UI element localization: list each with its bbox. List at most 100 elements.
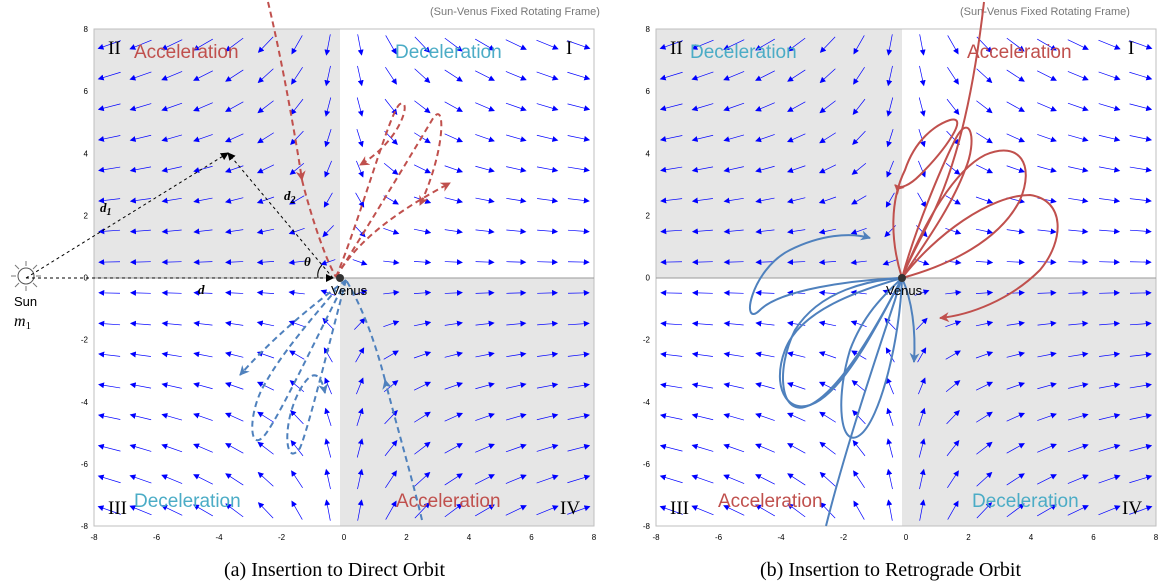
field-arrow <box>850 320 867 328</box>
field-arrow <box>1129 351 1152 358</box>
field-arrow <box>536 71 559 81</box>
field-arrow <box>723 382 744 389</box>
field-arrow <box>291 500 303 520</box>
x-tick-label: 8 <box>592 533 597 542</box>
field-arrow <box>787 443 806 454</box>
sun-icon <box>11 261 41 291</box>
field-arrow <box>1006 259 1025 266</box>
field-arrow <box>1037 504 1057 517</box>
field-arrow <box>660 197 683 204</box>
field-arrow <box>357 468 364 490</box>
x-tick-label: -6 <box>153 533 161 542</box>
field-arrow <box>946 409 960 425</box>
field-arrow <box>505 71 527 81</box>
field-arrow <box>1068 320 1089 327</box>
field-arrow <box>976 471 993 487</box>
field-arrow <box>1037 412 1057 421</box>
field-arrow <box>918 438 926 458</box>
field-arrow <box>976 502 993 519</box>
x-tick-label: 2 <box>404 533 409 542</box>
x-tick-label: 4 <box>1029 533 1034 542</box>
field-arrow <box>886 97 894 117</box>
field-arrow <box>193 382 213 390</box>
field-arrow <box>444 351 464 358</box>
field-arrow <box>536 166 559 173</box>
field-arrow <box>1129 135 1153 142</box>
field-arrow <box>947 67 959 85</box>
field-arrow <box>413 289 432 296</box>
field-arrow <box>97 505 121 515</box>
field-arrow <box>819 100 836 114</box>
field-arrow <box>850 227 867 235</box>
field-arrow <box>755 259 775 266</box>
theta-arc <box>317 264 323 279</box>
vector-field <box>659 34 1153 521</box>
field-arrow <box>97 413 121 420</box>
field-arrow <box>919 499 926 521</box>
field-arrow <box>1099 289 1121 296</box>
field-arrow <box>129 228 151 235</box>
field-arrow <box>1129 166 1152 173</box>
field-arrow <box>853 35 865 55</box>
field-arrow <box>129 382 152 389</box>
field-arrow <box>129 474 152 484</box>
field-arrow <box>444 320 463 327</box>
field-arrow <box>723 320 744 327</box>
field-arrow <box>129 443 152 452</box>
field-arrow <box>755 443 775 453</box>
field-arrow <box>885 347 895 363</box>
field-arrow <box>852 130 866 146</box>
field-arrow <box>161 443 183 453</box>
field-arrow <box>755 197 775 204</box>
field-arrow <box>1068 197 1089 204</box>
field-arrow <box>975 320 994 327</box>
field-arrow <box>818 196 837 204</box>
field-arrow <box>1098 166 1121 173</box>
field-arrow <box>851 195 867 205</box>
field-arrow <box>444 412 464 422</box>
field-arrow <box>475 165 495 173</box>
field-arrow <box>1129 320 1152 327</box>
field-arrow <box>98 166 121 173</box>
field-arrow <box>567 197 590 204</box>
field-arrow <box>475 102 495 112</box>
field-arrow <box>755 412 775 421</box>
y-tick-label: -4 <box>643 398 651 407</box>
field-arrow <box>256 228 275 235</box>
field-arrow <box>161 197 182 204</box>
field-arrow <box>946 440 960 457</box>
field-arrow <box>819 36 836 53</box>
y-tick-label: 6 <box>646 87 651 96</box>
field-arrow <box>851 162 867 175</box>
field-arrow <box>975 381 994 391</box>
field-arrow <box>475 474 495 485</box>
x-tick-label: -6 <box>715 533 723 542</box>
field-arrow <box>356 377 364 395</box>
field-arrow <box>567 166 590 173</box>
label-theta: θ <box>304 254 311 269</box>
field-arrow <box>193 197 213 204</box>
field-arrow <box>224 412 244 422</box>
field-arrow <box>919 34 926 56</box>
field-arrow <box>1098 71 1121 81</box>
red-trajectories <box>892 1 1059 323</box>
field-arrow <box>161 320 182 327</box>
field-arrow <box>536 103 559 112</box>
field-arrow <box>257 502 274 519</box>
field-arrow <box>818 320 837 327</box>
field-arrow <box>886 499 893 521</box>
field-arrow <box>506 320 527 327</box>
field-arrow <box>506 259 527 266</box>
field-arrow <box>161 289 182 296</box>
field-arrow <box>886 438 894 458</box>
field-arrow <box>1037 443 1057 453</box>
field-arrow <box>1068 382 1089 389</box>
field-arrow <box>755 474 775 485</box>
field-arrow <box>1067 134 1089 143</box>
field-arrow <box>1006 69 1025 82</box>
field-arrow <box>97 474 121 484</box>
field-arrow <box>691 71 714 81</box>
field-arrow <box>355 192 365 208</box>
